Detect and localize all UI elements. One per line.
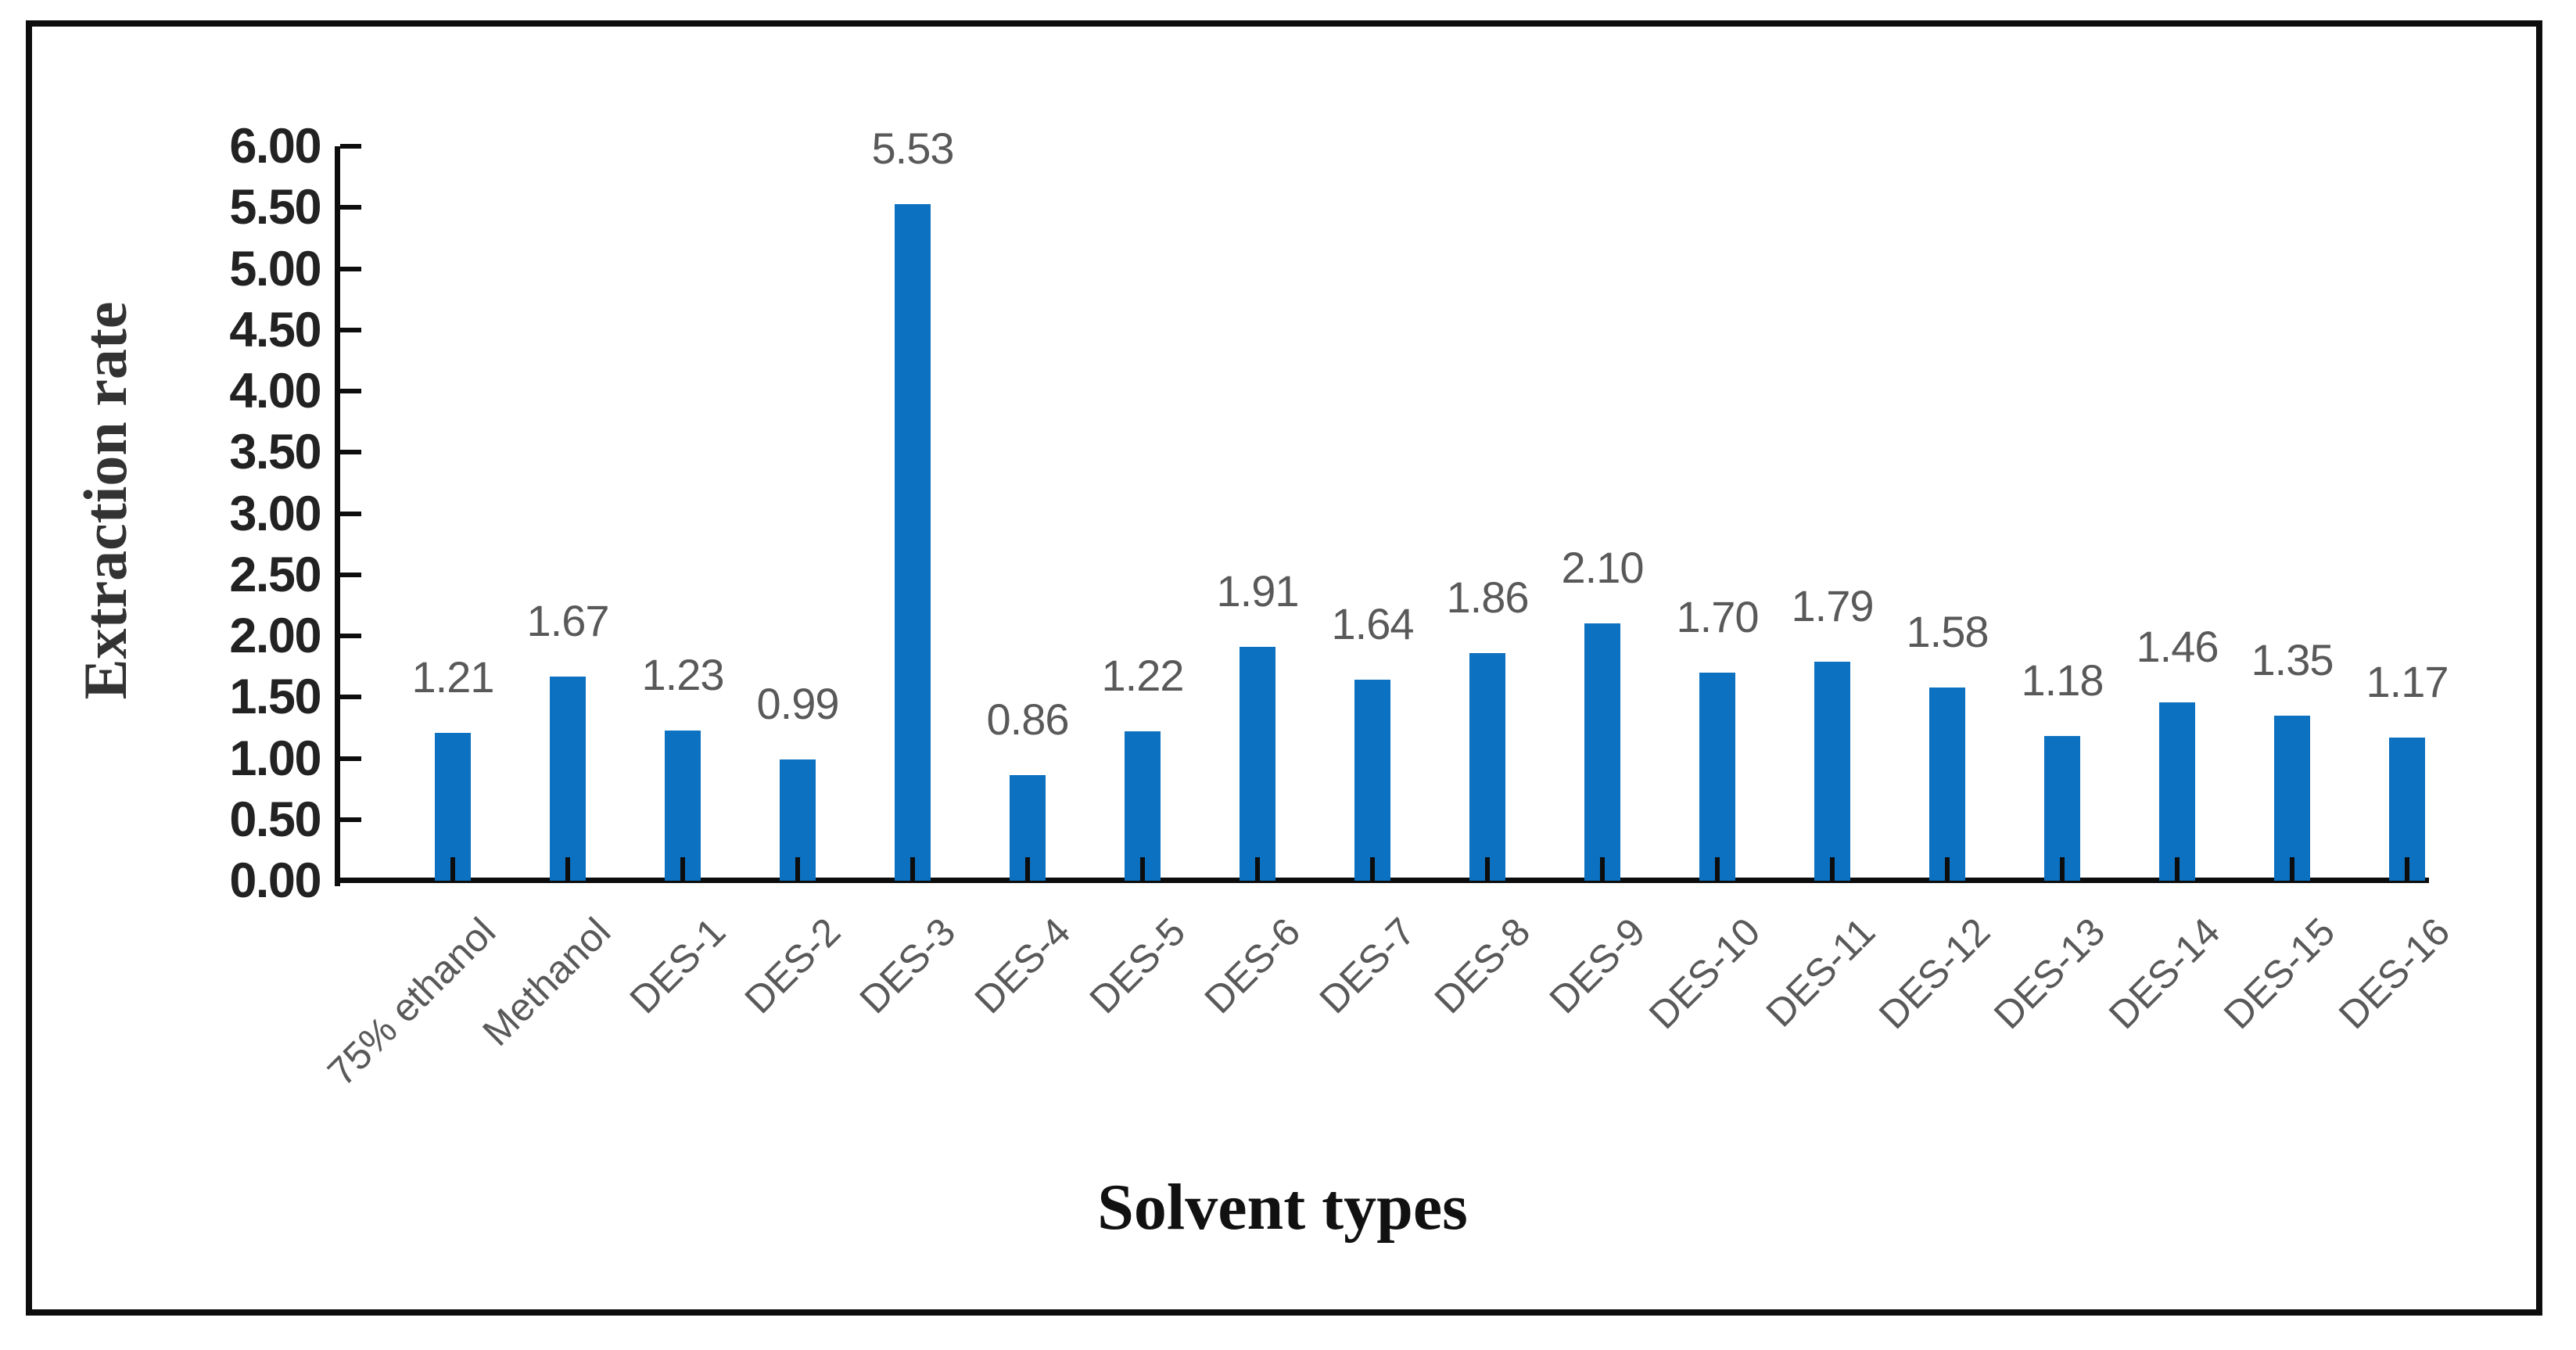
- value-label: 1.22: [1101, 651, 1185, 701]
- bar-DES-13: [2044, 736, 2080, 881]
- x-axis-tick: [450, 857, 455, 881]
- y-axis-tick: [340, 878, 361, 883]
- y-tick-label: 1.50: [229, 670, 321, 725]
- y-tick-label: 1.00: [229, 731, 321, 786]
- bar-DES-3: [895, 203, 931, 881]
- y-axis-tick: [340, 756, 361, 761]
- y-tick-label: 3.00: [229, 486, 321, 541]
- bar-DES-6: [1240, 647, 1275, 881]
- x-axis-tick: [1485, 857, 1490, 881]
- bar-DES-7: [1354, 680, 1390, 881]
- value-label: 1.18: [2021, 655, 2104, 706]
- y-axis-tick: [340, 572, 361, 577]
- x-axis-tick: [2405, 857, 2409, 881]
- y-axis-tick: [340, 389, 361, 393]
- value-label: 5.53: [871, 123, 955, 173]
- y-axis-tick: [340, 511, 361, 516]
- x-axis-tick: [2060, 857, 2065, 881]
- bar-DES-11: [1814, 661, 1850, 881]
- value-label: 1.70: [1676, 591, 1760, 641]
- x-axis-tick: [2290, 857, 2294, 881]
- figure-border: [26, 20, 2542, 1316]
- x-axis-tick: [795, 857, 800, 881]
- value-label: 1.35: [2251, 634, 2334, 684]
- x-axis-tick: [565, 857, 570, 881]
- bar-DES-9: [1584, 623, 1620, 881]
- value-label: 1.86: [1446, 572, 1530, 622]
- value-label: 1.17: [2366, 656, 2449, 706]
- y-tick-label: 0.00: [229, 853, 321, 908]
- x-axis-title: Solvent types: [1097, 1171, 1468, 1244]
- x-axis-tick: [1600, 857, 1605, 881]
- value-label: 1.58: [1906, 606, 1989, 656]
- bar-DES-10: [1699, 672, 1735, 881]
- y-axis-title: Extraction rate: [71, 301, 139, 700]
- x-axis-tick: [680, 857, 685, 881]
- y-axis-tick: [340, 144, 361, 149]
- y-axis-tick: [340, 695, 361, 700]
- value-label: 1.79: [1791, 580, 1875, 630]
- y-tick-label: 2.50: [229, 547, 321, 602]
- value-label: 1.21: [411, 652, 495, 702]
- y-axis-tick: [340, 817, 361, 822]
- bar-DES-14: [2159, 702, 2195, 881]
- y-axis-tick: [340, 266, 361, 271]
- bar-DES-15: [2274, 715, 2310, 881]
- x-axis-tick: [1370, 857, 1375, 881]
- y-axis-tick: [340, 634, 361, 638]
- bar-Methanol: [550, 676, 586, 881]
- bar-75% ethanol: [435, 732, 471, 881]
- y-tick-label: 4.00: [229, 364, 321, 418]
- x-axis-tick: [2175, 857, 2180, 881]
- y-tick-label: 0.50: [229, 792, 321, 847]
- value-label: 2.10: [1561, 543, 1645, 593]
- value-label: 0.99: [756, 679, 840, 729]
- x-axis-tick: [1945, 857, 1950, 881]
- x-axis-tick: [910, 857, 915, 881]
- y-axis-tick: [340, 327, 361, 332]
- bar-DES-8: [1469, 652, 1505, 881]
- y-tick-label: 6.00: [229, 119, 321, 174]
- x-axis-tick: [1715, 857, 1720, 881]
- value-label: 0.86: [986, 695, 1070, 745]
- bar-DES-16: [2389, 737, 2425, 881]
- y-tick-label: 5.50: [229, 180, 321, 235]
- y-tick-label: 3.50: [229, 425, 321, 480]
- value-label: 1.23: [641, 649, 725, 699]
- y-tick-label: 4.50: [229, 302, 321, 357]
- x-axis-tick: [1025, 857, 1030, 881]
- value-label: 1.46: [2136, 621, 2219, 671]
- x-axis-tick: [1830, 857, 1835, 881]
- y-tick-label: 2.00: [229, 609, 321, 663]
- bar-DES-1: [665, 730, 701, 881]
- value-label: 1.91: [1216, 566, 1300, 616]
- y-axis-line: [335, 146, 340, 886]
- value-label: 1.64: [1331, 599, 1415, 649]
- y-axis-tick: [340, 450, 361, 455]
- bar-DES-12: [1929, 687, 1965, 881]
- bar-DES-5: [1125, 731, 1161, 881]
- x-axis-tick: [1140, 857, 1145, 881]
- value-label: 1.67: [526, 595, 610, 645]
- y-tick-label: 5.00: [229, 241, 321, 296]
- y-axis-tick: [340, 205, 361, 210]
- x-axis-tick: [1255, 857, 1260, 881]
